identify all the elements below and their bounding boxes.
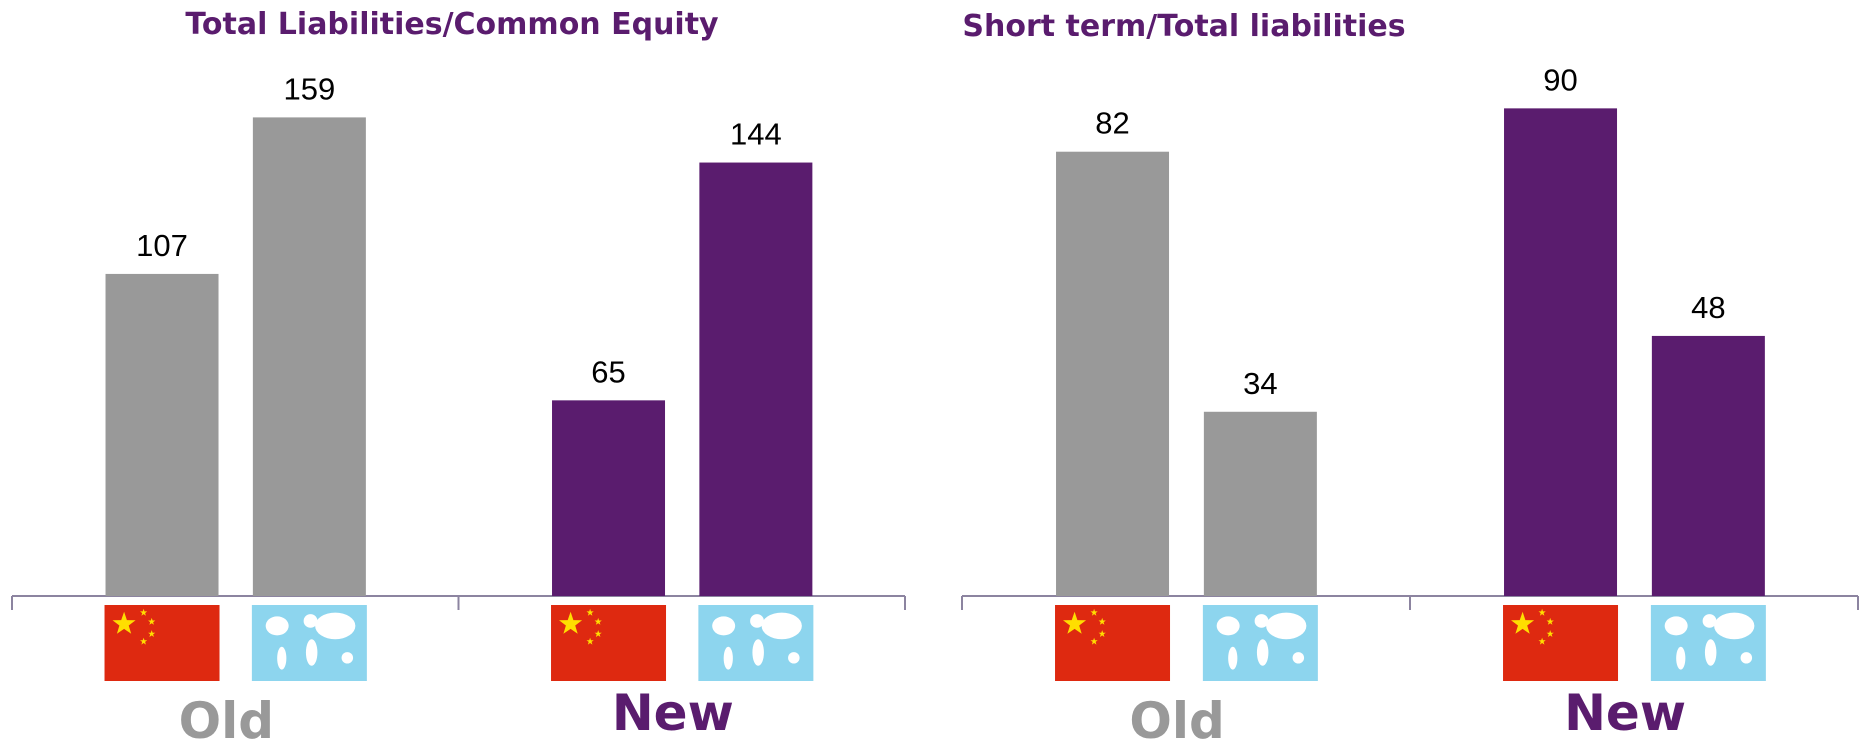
continent — [1266, 612, 1307, 640]
continent — [305, 639, 318, 666]
flag-star — [586, 637, 594, 645]
continent — [315, 612, 356, 640]
continent — [761, 612, 802, 640]
bar — [1504, 108, 1618, 596]
chart-title: Short term/Total liabilities — [962, 9, 1405, 44]
china-flag — [551, 605, 667, 681]
flag-star — [559, 611, 583, 634]
bar — [699, 162, 813, 596]
continent — [341, 652, 354, 664]
flag-star — [1538, 637, 1546, 645]
continent — [1704, 639, 1717, 666]
flag-star — [140, 608, 148, 616]
flag-star — [1090, 608, 1098, 616]
bar — [552, 400, 666, 596]
data-label: 82 — [1095, 106, 1129, 141]
category-label: Old — [179, 692, 274, 741]
continent — [750, 614, 764, 628]
flag-star — [594, 630, 602, 637]
flag-star — [140, 637, 148, 645]
continent — [265, 616, 289, 636]
continent — [752, 639, 764, 666]
bar — [105, 273, 219, 596]
flag-star — [586, 608, 594, 616]
bar — [1203, 411, 1317, 596]
china-flag — [104, 605, 220, 681]
data-label: 48 — [1691, 290, 1725, 325]
continent — [712, 616, 736, 636]
data-label: 65 — [591, 354, 625, 389]
continent — [303, 614, 318, 628]
continent — [1292, 652, 1305, 664]
flag-star — [1098, 630, 1106, 637]
china-flag — [1503, 605, 1619, 681]
data-label: 34 — [1243, 366, 1277, 401]
flag-star — [1063, 611, 1087, 634]
continent — [1228, 646, 1238, 670]
data-label: 144 — [730, 117, 782, 152]
flag-star — [148, 630, 156, 637]
bar — [1056, 151, 1170, 596]
flag-star — [1546, 617, 1554, 625]
continent — [1702, 614, 1717, 628]
continent — [1256, 639, 1269, 666]
continent — [723, 646, 733, 670]
flag-star — [594, 617, 602, 625]
continent — [1216, 616, 1240, 636]
china-flag — [1055, 605, 1171, 681]
continent — [1254, 614, 1269, 628]
flag-star — [1538, 608, 1546, 616]
flag-star — [1546, 630, 1554, 637]
flag-star — [112, 611, 136, 634]
bar — [252, 117, 366, 597]
continent — [1714, 612, 1755, 640]
continent — [1676, 646, 1686, 670]
chart-title: Total Liabilities/Common Equity — [185, 7, 719, 42]
flag-star — [148, 617, 156, 625]
category-label: Old — [1129, 692, 1224, 741]
data-label: 159 — [284, 71, 336, 106]
continent — [1664, 616, 1688, 636]
category-label: New — [612, 684, 734, 741]
data-label: 90 — [1543, 62, 1577, 97]
category-label: New — [1564, 684, 1686, 741]
flag-star — [1511, 611, 1535, 634]
data-label: 107 — [136, 228, 188, 263]
flag-star — [1098, 617, 1106, 625]
bar — [1651, 335, 1765, 596]
continent — [277, 646, 287, 670]
continent — [788, 652, 800, 664]
continent — [1740, 652, 1753, 664]
flag-star — [1090, 637, 1098, 645]
